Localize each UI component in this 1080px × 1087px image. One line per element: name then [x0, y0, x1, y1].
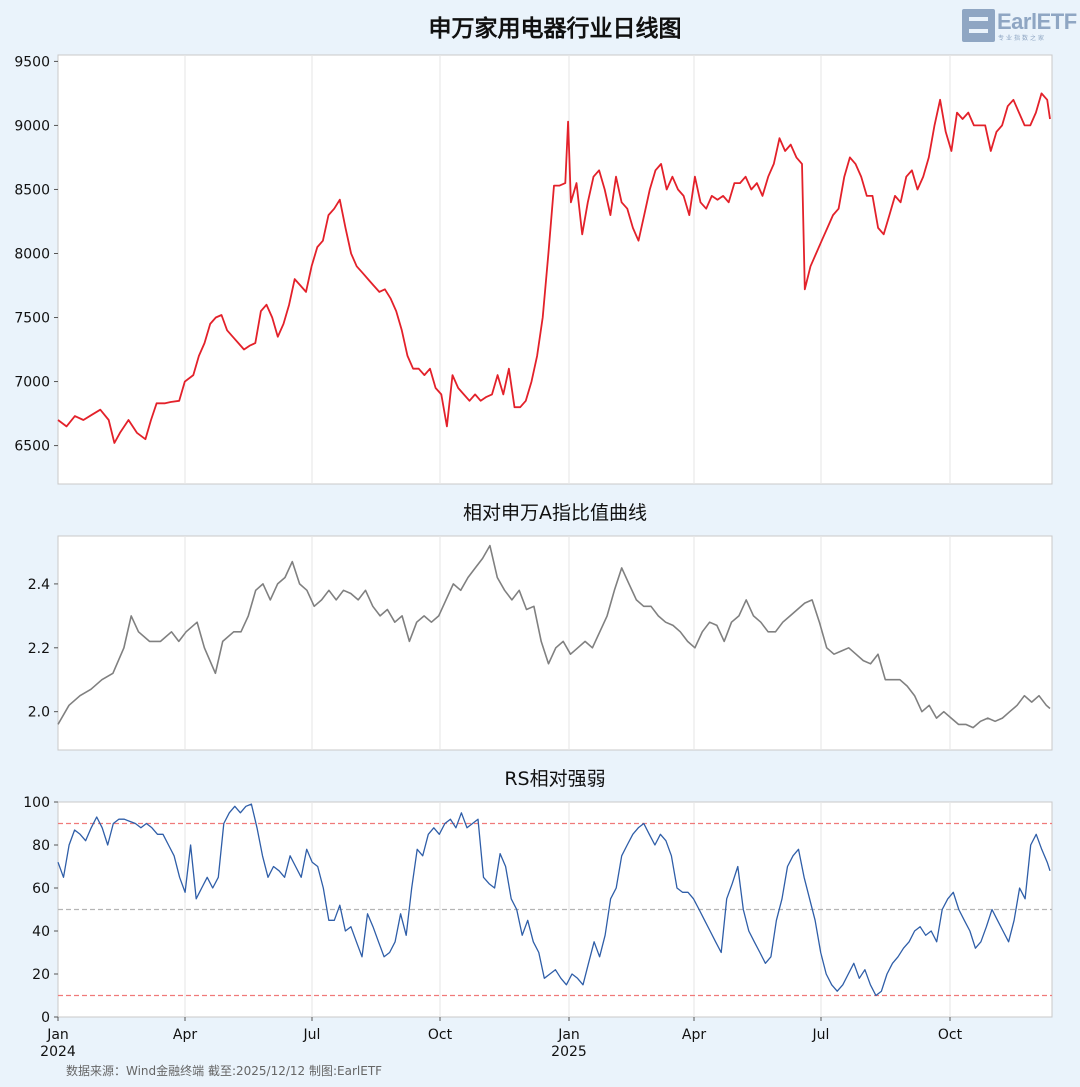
x-tick-label: Apr: [173, 1027, 197, 1043]
y-tick-label: 80: [32, 838, 50, 854]
y-tick-label: 6500: [14, 439, 50, 455]
x-tick-label: Oct: [428, 1027, 453, 1043]
rs-panel: 0 20 40 60 80 100: [23, 795, 1053, 1026]
y-tick-label: 2.0: [28, 705, 50, 721]
y-tick-label: 8000: [14, 246, 50, 262]
plot-area: [57, 535, 1053, 751]
y-tick-label: 9000: [14, 118, 50, 134]
y-tick-label: 100: [23, 795, 50, 811]
earletf-logo: EarlETF 专业指数之家: [962, 9, 1077, 45]
y-tick-label: 8500: [14, 182, 50, 198]
x-tick-label: Jul: [812, 1027, 830, 1043]
y-tick-label: 40: [32, 924, 50, 940]
x-tick-label: Oct: [938, 1027, 963, 1043]
y-tick-label: 0: [41, 1010, 50, 1026]
logo-mark-icon: [962, 9, 995, 42]
x-tick-label: Jul: [303, 1027, 321, 1043]
rs-line: [57, 803, 1051, 997]
y-tick-label: 2.2: [28, 641, 50, 657]
ratio-panel: 2.0 2.2 2.4: [28, 535, 1053, 751]
logo-text: EarlETF: [997, 9, 1077, 34]
ratio-title: 相对申万A指比值曲线: [463, 502, 647, 524]
y-tick-label: 60: [32, 881, 50, 897]
price-panel: 6500 7000 7500 8000 8500 9000 9500: [14, 54, 1053, 485]
x-tick-year: 2024: [40, 1044, 76, 1060]
y-tick-label: 9500: [14, 54, 50, 70]
x-tick-year: 2025: [551, 1044, 587, 1060]
x-tick-label: Apr: [682, 1027, 706, 1043]
main-title: 申万家用电器行业日线图: [429, 15, 682, 42]
x-tick-label: Jan: [46, 1027, 69, 1043]
x-tick-label: Jan: [557, 1027, 580, 1043]
y-tick-label: 7500: [14, 311, 50, 327]
plot-area: [57, 54, 1053, 485]
ratio-line: [57, 544, 1051, 729]
y-tick-label: 20: [32, 967, 50, 983]
rs-title: RS相对强弱: [504, 768, 605, 790]
price-line: [57, 92, 1051, 444]
source-footer: 数据来源：Wind金融终端 截至:2025/12/12 制图:EarlETF: [66, 1064, 383, 1078]
logo-subtext: 专业指数之家: [998, 35, 1047, 42]
y-tick-label: 7000: [14, 375, 50, 391]
y-tick-label: 2.4: [28, 577, 50, 593]
